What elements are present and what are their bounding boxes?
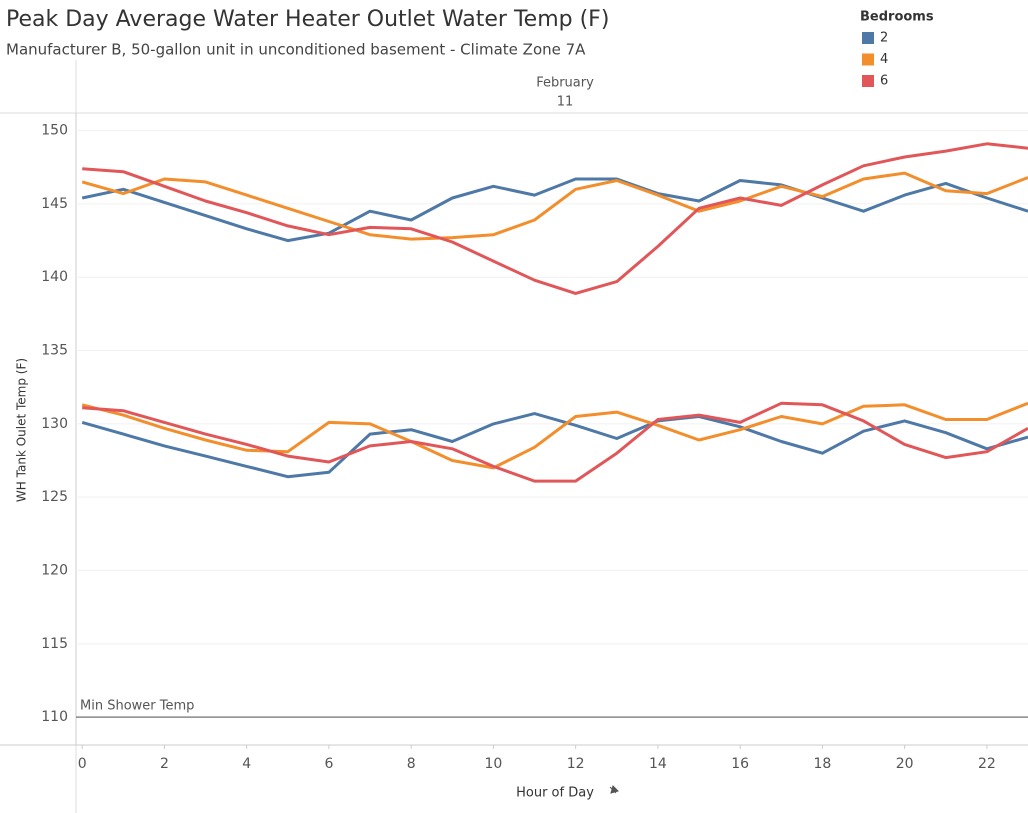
pin-icon (609, 785, 619, 794)
legend-title: Bedrooms (860, 10, 934, 25)
y-tick-label: 115 (41, 636, 68, 652)
chart-title: Peak Day Average Water Heater Outlet Wat… (6, 7, 609, 32)
y-tick-label: 145 (41, 196, 68, 212)
series-line (82, 142, 1028, 295)
x-tick-label: 0 (78, 756, 87, 772)
column-subheader: 11 (557, 95, 574, 110)
legend-label: 6 (880, 74, 888, 89)
y-tick-label: 140 (41, 269, 68, 285)
y-tick-label: 150 (41, 123, 68, 139)
y-tick-label: 135 (41, 343, 68, 359)
series-line (82, 401, 1028, 483)
x-tick-label: 10 (484, 756, 502, 772)
legend-swatch (862, 53, 874, 66)
x-tick-label: 20 (896, 756, 914, 772)
series-line (81, 171, 1028, 241)
x-tick-label: 8 (407, 756, 416, 772)
x-tick-label: 18 (813, 756, 831, 772)
x-tick-label: 6 (324, 756, 333, 772)
series-line (81, 401, 1028, 470)
y-tick-label: 110 (41, 709, 68, 725)
legend-swatch (862, 75, 874, 87)
x-tick-label: 4 (242, 756, 251, 772)
reference-label: Min Shower Temp (80, 699, 194, 714)
y-tick-label: 130 (41, 416, 68, 432)
legend-label: 2 (880, 31, 888, 46)
x-tick-label: 16 (731, 756, 749, 772)
column-header: February (536, 76, 594, 91)
series-line (81, 177, 1028, 243)
x-tick-label: 22 (978, 756, 996, 772)
x-axis-title: Hour of Day (516, 786, 594, 801)
series-line (81, 412, 1028, 479)
x-tick-label: 12 (567, 756, 585, 772)
y-axis-title: WH Tank Oulet Temp (F) (15, 358, 29, 502)
x-tick-label: 2 (160, 756, 169, 772)
y-tick-label: 120 (41, 563, 68, 579)
chart-subtitle: Manufacturer B, 50-gallon unit in uncond… (6, 41, 586, 59)
legend-label: 4 (880, 52, 888, 67)
legend-swatch (862, 32, 874, 44)
x-tick-label: 14 (649, 756, 667, 772)
y-tick-label: 125 (41, 489, 68, 505)
